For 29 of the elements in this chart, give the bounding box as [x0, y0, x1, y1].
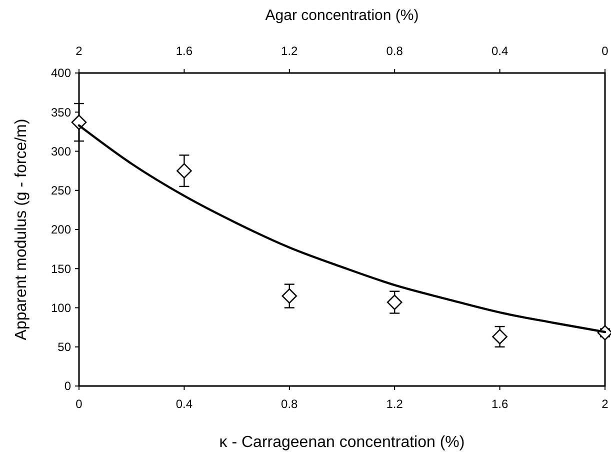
y-axis-title: Apparent modulus (g - force/m) — [13, 118, 30, 340]
point — [71, 114, 87, 130]
x-tick-label: 0.8 — [281, 397, 298, 411]
point — [492, 329, 508, 344]
x2-tick-label: 0.4 — [491, 44, 508, 58]
y-tick-label: 0 — [64, 379, 72, 394]
x-tick-label: 0 — [76, 397, 83, 411]
x-axis-title: κ - Carrageenan concentration (%) — [219, 434, 465, 451]
point — [176, 163, 192, 178]
y-tick-label: 100 — [50, 300, 72, 315]
y-tick-label: 150 — [50, 262, 72, 276]
y-tick-label: 200 — [50, 222, 72, 237]
x-tick-label: 1.6 — [491, 397, 508, 411]
y-tick-label: 250 — [50, 184, 72, 198]
x2-tick-label: 1.6 — [176, 44, 193, 58]
y-tick-label: 350 — [50, 105, 72, 120]
x2-tick-label: 0.8 — [386, 44, 404, 58]
x2-tick-label: 1.2 — [281, 44, 298, 58]
y-tick-label: 50 — [58, 340, 72, 354]
x2-tick-label: 2 — [76, 44, 83, 58]
x-tick-label: 2 — [602, 397, 609, 411]
y-tick-label: 300 — [50, 144, 72, 158]
point — [282, 288, 298, 304]
x2-axis-title: Agar concentration (%) — [265, 7, 419, 24]
x-tick-label: 1.2 — [386, 397, 404, 411]
y-tick-label: 400 — [50, 66, 72, 80]
x-tick-label: 0.4 — [176, 397, 193, 411]
point — [386, 294, 402, 310]
x2-tick-label: 0 — [602, 44, 609, 58]
